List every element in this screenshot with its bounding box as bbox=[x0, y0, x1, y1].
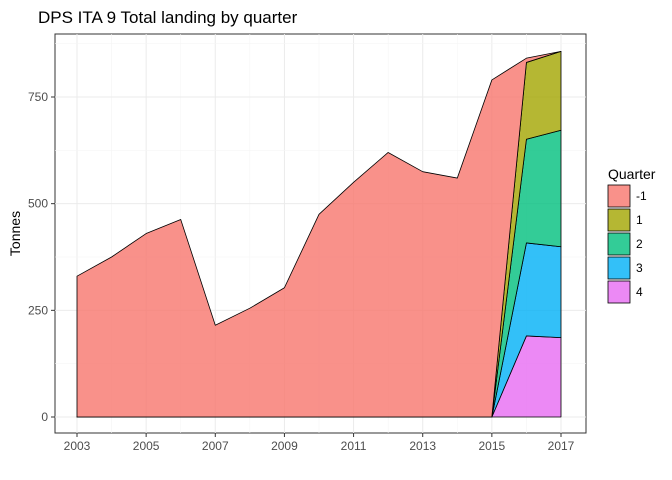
x-tick-label: 2005 bbox=[133, 439, 160, 453]
y-tick-label: 500 bbox=[28, 197, 48, 211]
legend-label: 4 bbox=[636, 285, 643, 299]
y-axis: 0 250 500 750 bbox=[28, 90, 55, 424]
x-tick-label: 2015 bbox=[479, 439, 506, 453]
y-axis-title: Tonnes bbox=[7, 211, 23, 256]
legend-title: Quarter bbox=[608, 166, 656, 182]
y-tick-label: 250 bbox=[28, 303, 48, 317]
legend-label: 2 bbox=[636, 237, 643, 251]
chart-title: DPS ITA 9 Total landing by quarter bbox=[38, 8, 298, 27]
area-series--1 bbox=[76, 50, 562, 418]
areas bbox=[76, 50, 562, 418]
legend-key-2 bbox=[607, 232, 631, 256]
legend-label: 3 bbox=[636, 261, 643, 275]
x-tick-label: 2011 bbox=[341, 439, 367, 453]
x-tick-label: 2007 bbox=[202, 439, 229, 453]
plot-panel bbox=[54, 33, 587, 434]
y-tick-label: 750 bbox=[28, 90, 48, 104]
legend-key-4 bbox=[607, 280, 631, 304]
x-tick-label: 2017 bbox=[548, 439, 575, 453]
legend-label: 1 bbox=[636, 213, 643, 227]
legend: Quarter -1 1 2 3 4 bbox=[607, 166, 656, 304]
x-tick-label: 2013 bbox=[409, 439, 436, 453]
legend-key-3 bbox=[607, 256, 631, 280]
x-tick-label: 2003 bbox=[64, 439, 91, 453]
x-tick-label: 2009 bbox=[271, 439, 298, 453]
legend-label: -1 bbox=[636, 189, 647, 203]
legend-key-1 bbox=[607, 208, 631, 232]
y-tick-label: 0 bbox=[41, 410, 48, 424]
legend-key--1 bbox=[607, 184, 631, 208]
x-axis: 2003 2005 2007 2009 2011 2013 2015 2017 bbox=[64, 433, 575, 453]
